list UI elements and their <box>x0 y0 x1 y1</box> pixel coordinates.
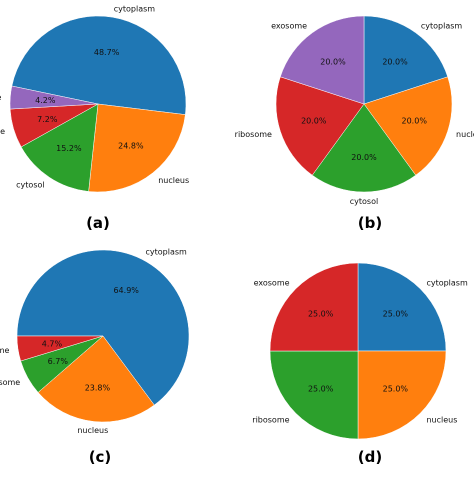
pie-category-label-ribosome: ribosome <box>252 415 289 424</box>
pie-pct-label-exosome: 4.2% <box>35 96 56 105</box>
pie-slice-nucleus <box>88 103 186 193</box>
pie-slice-exosome <box>9 85 99 110</box>
pie-slice-cytoplasm <box>363 15 449 105</box>
panel-label: (b) <box>358 214 382 232</box>
pie-category-label-exosome: exosome <box>271 22 307 31</box>
pie-slice-nucleus <box>357 350 447 440</box>
panel-label: (d) <box>358 448 382 466</box>
pie-slice-cytosol <box>311 103 417 193</box>
pie-pct-label-nucleus: 20.0% <box>402 116 428 125</box>
pie-category-label-cytoplasm: cytoplasm <box>146 247 188 256</box>
pie-panel-0: 48.7% cytoplasm 24.8% nucleus 15.2% cytosol 7.… <box>0 4 189 232</box>
panels: 48.7% cytoplasm 24.8% nucleus 15.2% cytosol 7.… <box>0 4 474 466</box>
pie-category-label-nucleus: nucleus <box>158 176 189 185</box>
pie-slice-cytosol <box>20 103 99 192</box>
pie-panel-1: 20.0% cytoplasm 20.0% nucleus 20.0% cytosol 20… <box>235 15 474 232</box>
pie-category-label-nucleus: nucleus <box>426 415 457 424</box>
pie-category-label-exosome: exosome <box>0 346 9 355</box>
pie-pct-label-cytosol: 15.2% <box>56 144 82 153</box>
pie-pct-label-cytoplasm: 48.7% <box>94 48 120 57</box>
pie-category-label-ribosome: ribosome <box>0 378 20 387</box>
pie-slice-cytoplasm <box>357 262 447 352</box>
pie-category-label-cytoplasm: cytoplasm <box>421 22 463 31</box>
pie-pct-label-cytosol: 20.0% <box>351 153 377 162</box>
pie-pct-label-nucleus: 24.8% <box>118 141 144 150</box>
pie-pct-label-cytoplasm: 20.0% <box>382 57 408 66</box>
pie-slice-exosome <box>269 262 359 352</box>
pie-slice-ribosome <box>275 76 365 176</box>
pie-panel-2: 64.9% cytoplasm 23.8% nucleus 6.7% ribosome 4.… <box>0 247 190 466</box>
pie-slice-nucleus <box>37 335 155 423</box>
panel-label: (c) <box>89 448 112 466</box>
pie-category-label-cytosol: cytosol <box>350 197 378 206</box>
pie-category-label-cytosol: cytosol <box>16 181 44 190</box>
pie-category-label-nucleus: nucleus <box>77 426 108 435</box>
pie-category-label-exosome: exosome <box>254 279 290 288</box>
pie-category-label-cytoplasm: cytoplasm <box>426 279 468 288</box>
pie-slice-cytoplasm <box>11 15 187 115</box>
pie-pct-label-exosome: 20.0% <box>320 57 346 66</box>
pie-category-label-exosome: exosome <box>0 93 2 102</box>
pie-pct-label-ribosome: 20.0% <box>301 116 327 125</box>
pie-pct-label-ribosome: 25.0% <box>308 384 334 393</box>
pie-category-label-ribosome: ribosome <box>235 130 272 139</box>
pie-pct-label-nucleus: 25.0% <box>383 384 409 393</box>
pie-category-label-cytoplasm: cytoplasm <box>114 4 156 13</box>
pie-pct-label-exosome: 25.0% <box>308 310 334 319</box>
pie-category-label-nucleus: nucleus <box>456 130 474 139</box>
pie-panel-3: 25.0% cytoplasm 25.0% nucleus 25.0% ribosome 2… <box>252 262 468 466</box>
pie-pct-label-cytoplasm: 25.0% <box>383 310 409 319</box>
pie-slice-ribosome <box>269 350 359 440</box>
pie-category-label-ribosome: ribosome <box>0 127 5 136</box>
pie-pct-label-cytoplasm: 64.9% <box>113 286 139 295</box>
panel-label: (a) <box>86 214 110 232</box>
pie-pct-label-exosome: 4.7% <box>42 340 63 349</box>
pie-slice-nucleus <box>363 76 453 176</box>
pie-slice-exosome <box>16 335 104 362</box>
pie-slice-cytoplasm <box>16 249 190 406</box>
pie-slice-exosome <box>279 15 365 105</box>
pie-pct-label-nucleus: 23.8% <box>85 383 111 392</box>
pie-pct-label-ribosome: 6.7% <box>48 357 69 366</box>
pie-pct-label-ribosome: 7.2% <box>37 115 58 124</box>
